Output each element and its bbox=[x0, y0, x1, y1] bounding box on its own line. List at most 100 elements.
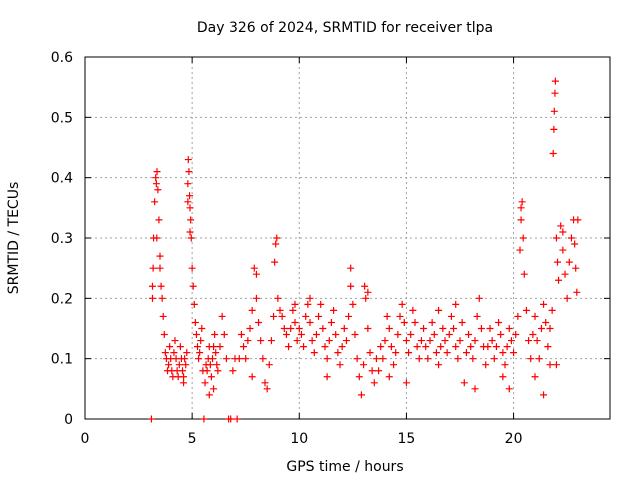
data-point bbox=[160, 331, 168, 339]
data-point bbox=[567, 234, 575, 242]
data-point bbox=[437, 343, 445, 351]
data-point bbox=[205, 391, 213, 399]
data-point bbox=[490, 355, 498, 363]
data-point bbox=[274, 294, 282, 302]
data-point bbox=[462, 349, 470, 357]
data-point bbox=[390, 361, 398, 369]
data-point bbox=[441, 337, 449, 345]
data-point bbox=[450, 325, 458, 332]
data-point bbox=[291, 300, 299, 308]
data-point bbox=[385, 373, 393, 381]
data-point bbox=[293, 337, 301, 345]
data-point bbox=[308, 337, 316, 345]
data-point bbox=[574, 216, 582, 224]
data-point bbox=[402, 337, 410, 345]
data-point bbox=[152, 180, 160, 188]
data-point bbox=[280, 325, 288, 332]
data-point bbox=[381, 337, 389, 345]
data-point bbox=[338, 343, 346, 351]
data-point bbox=[319, 325, 327, 332]
data-point bbox=[443, 349, 451, 357]
data-point bbox=[394, 331, 402, 339]
data-point bbox=[385, 325, 393, 332]
data-point bbox=[475, 294, 483, 302]
data-point bbox=[552, 361, 560, 369]
data-point bbox=[180, 373, 188, 381]
data-point bbox=[505, 385, 513, 393]
y-tick-label: 0.2 bbox=[51, 291, 73, 307]
data-point bbox=[546, 325, 554, 332]
data-point bbox=[533, 337, 541, 345]
data-point bbox=[214, 367, 222, 375]
data-point bbox=[323, 373, 331, 381]
data-point bbox=[345, 312, 353, 320]
data-point bbox=[537, 325, 545, 332]
data-point bbox=[432, 349, 440, 357]
data-point bbox=[372, 355, 380, 363]
data-point bbox=[212, 349, 220, 357]
data-point bbox=[179, 367, 186, 375]
data-point bbox=[467, 343, 475, 351]
data-point bbox=[229, 367, 237, 375]
data-point bbox=[471, 385, 479, 393]
axes bbox=[84, 56, 611, 420]
data-point bbox=[501, 361, 509, 369]
data-point bbox=[503, 343, 511, 351]
data-point bbox=[156, 252, 164, 260]
data-point bbox=[469, 355, 477, 363]
data-point bbox=[248, 306, 256, 314]
data-point bbox=[195, 355, 203, 363]
data-point bbox=[559, 228, 567, 236]
data-point bbox=[191, 318, 199, 326]
data-point bbox=[546, 361, 554, 369]
data-point bbox=[405, 349, 413, 357]
data-point bbox=[206, 361, 214, 369]
data-point bbox=[273, 234, 281, 242]
data-point bbox=[488, 337, 496, 345]
data-point bbox=[185, 168, 193, 176]
data-point bbox=[306, 318, 314, 326]
data-point bbox=[149, 264, 157, 272]
data-point bbox=[375, 367, 383, 375]
data-point bbox=[242, 355, 250, 363]
data-point bbox=[186, 204, 194, 212]
data-point bbox=[520, 270, 528, 278]
data-point bbox=[557, 222, 565, 230]
data-point bbox=[517, 216, 525, 224]
data-point bbox=[246, 325, 254, 332]
data-point bbox=[471, 337, 479, 345]
data-point bbox=[571, 240, 579, 248]
data-point bbox=[188, 264, 196, 272]
data-point bbox=[153, 234, 161, 242]
data-point bbox=[182, 361, 190, 369]
x-tick-label: 5 bbox=[188, 431, 197, 447]
data-point bbox=[435, 306, 443, 314]
data-point bbox=[357, 391, 365, 399]
x-tick-label: 10 bbox=[290, 431, 308, 447]
data-point bbox=[387, 343, 395, 351]
data-point bbox=[572, 264, 580, 272]
plot-border bbox=[84, 56, 611, 420]
data-point bbox=[263, 385, 271, 393]
data-point bbox=[554, 258, 561, 266]
data-point bbox=[209, 355, 216, 363]
data-point bbox=[197, 337, 205, 345]
data-point bbox=[368, 367, 376, 375]
data-point bbox=[360, 361, 368, 369]
data-point bbox=[514, 312, 522, 320]
data-point bbox=[252, 270, 260, 278]
data-point bbox=[240, 343, 248, 351]
data-point bbox=[497, 331, 505, 339]
data-point bbox=[207, 373, 215, 381]
data-point bbox=[430, 331, 438, 339]
data-point bbox=[176, 343, 184, 351]
data-point bbox=[327, 318, 335, 326]
y-axis-label: SRMTID / TECUs bbox=[6, 182, 22, 295]
data-point bbox=[321, 343, 329, 351]
data-point bbox=[473, 312, 481, 320]
data-point bbox=[366, 349, 374, 357]
data-point bbox=[282, 331, 290, 339]
data-point bbox=[250, 264, 258, 272]
data-point bbox=[272, 240, 280, 248]
